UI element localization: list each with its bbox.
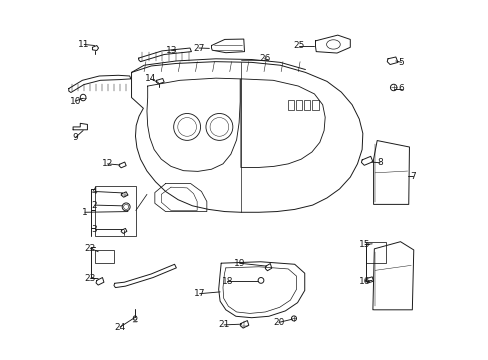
Text: 5: 5	[398, 58, 404, 67]
Bar	[366, 242, 386, 263]
Text: 26: 26	[258, 54, 270, 63]
Text: 7: 7	[409, 172, 415, 181]
Text: 14: 14	[144, 75, 156, 84]
Text: 23: 23	[84, 274, 96, 283]
Text: 21: 21	[218, 320, 229, 329]
Text: 16: 16	[359, 276, 370, 285]
Text: 3: 3	[92, 225, 97, 234]
Bar	[94, 249, 114, 263]
Text: 11: 11	[78, 40, 90, 49]
Text: 4: 4	[92, 187, 97, 196]
Text: 19: 19	[233, 259, 244, 268]
Bar	[287, 100, 293, 110]
Text: 24: 24	[114, 323, 125, 332]
Text: 1: 1	[82, 208, 88, 217]
Text: 2: 2	[92, 201, 97, 210]
Text: 15: 15	[359, 240, 370, 249]
Text: 12: 12	[102, 159, 113, 168]
Bar	[312, 100, 318, 110]
Bar	[295, 100, 302, 110]
Text: 10: 10	[69, 96, 81, 105]
Text: 17: 17	[194, 289, 205, 298]
Text: 9: 9	[72, 133, 78, 142]
Text: 18: 18	[221, 276, 233, 285]
Text: 20: 20	[273, 318, 284, 327]
Text: 8: 8	[376, 158, 382, 167]
Bar	[304, 100, 310, 110]
Text: 27: 27	[193, 44, 204, 53]
Text: 22: 22	[84, 244, 96, 253]
Text: 6: 6	[398, 84, 404, 93]
Bar	[94, 186, 136, 235]
Text: 25: 25	[293, 41, 305, 50]
Text: 13: 13	[165, 46, 177, 55]
